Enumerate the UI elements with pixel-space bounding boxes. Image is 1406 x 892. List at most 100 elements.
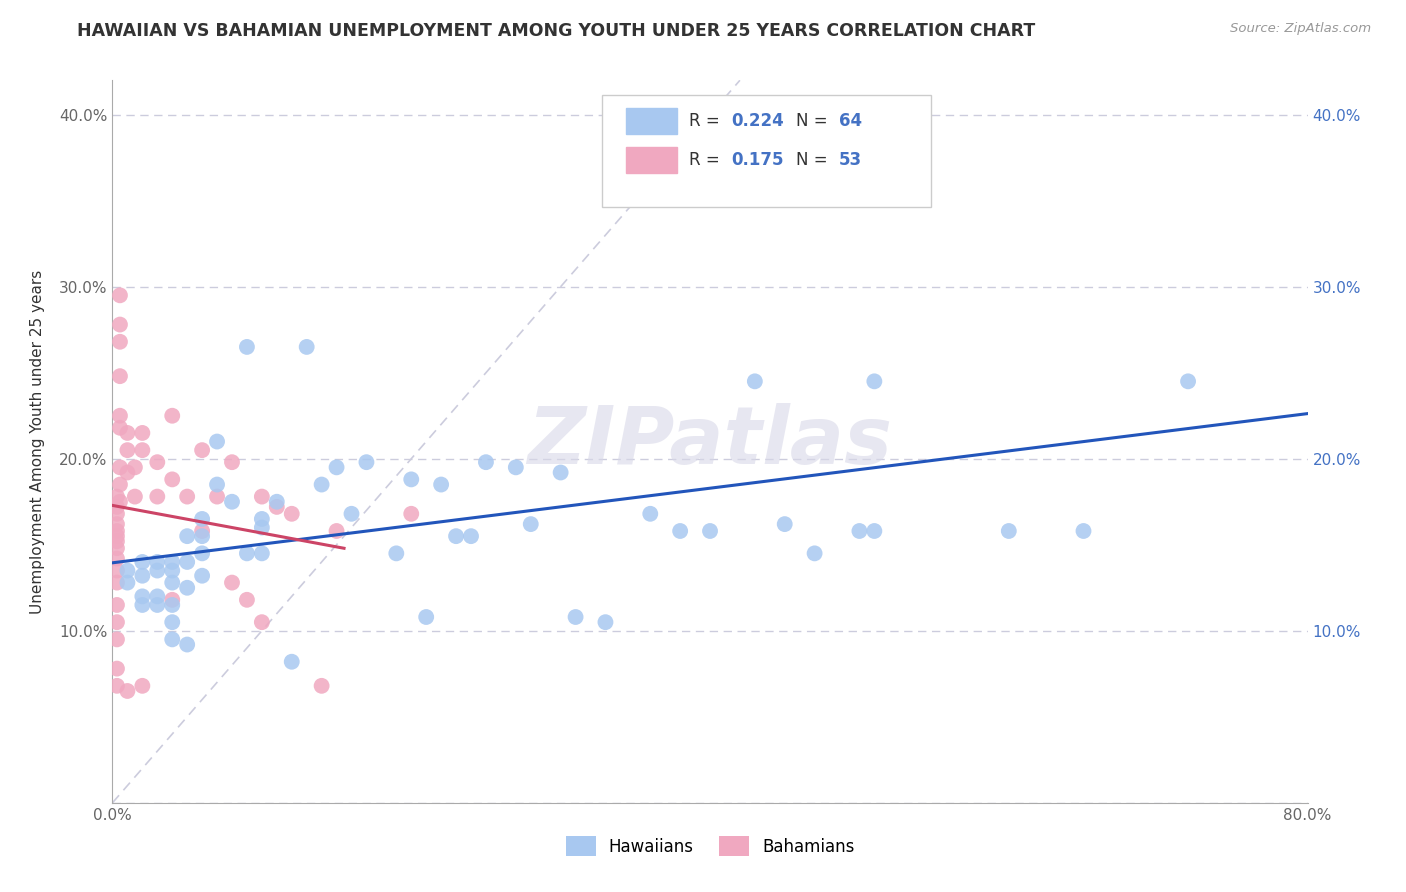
Point	[108, 334, 131, 349]
Point	[205, 434, 228, 449]
Point	[998, 524, 1021, 538]
Point	[415, 610, 437, 624]
Point	[146, 590, 169, 604]
Point	[564, 610, 586, 624]
Point	[475, 455, 498, 469]
Text: HAWAIIAN VS BAHAMIAN UNEMPLOYMENT AMONG YOUTH UNDER 25 YEARS CORRELATION CHART: HAWAIIAN VS BAHAMIAN UNEMPLOYMENT AMONG …	[77, 22, 1036, 40]
Point	[385, 546, 408, 560]
Point	[162, 632, 183, 647]
Point	[191, 529, 214, 543]
Point	[117, 425, 139, 440]
Point	[105, 507, 128, 521]
Point	[744, 375, 766, 389]
Point	[803, 546, 825, 560]
Point	[131, 555, 153, 569]
Point	[669, 524, 692, 538]
Point	[595, 615, 617, 630]
Point	[176, 490, 198, 504]
Point	[105, 529, 128, 543]
Point	[105, 662, 128, 676]
Text: 64: 64	[839, 112, 862, 130]
Point	[311, 679, 333, 693]
Point	[863, 375, 886, 389]
Point	[176, 555, 198, 569]
Point	[117, 443, 139, 458]
Point	[205, 477, 228, 491]
Text: 0.175: 0.175	[731, 152, 785, 169]
Point	[520, 517, 543, 532]
Point	[124, 460, 146, 475]
Point	[124, 490, 146, 504]
Text: 53: 53	[839, 152, 862, 169]
Point	[108, 421, 131, 435]
Point	[162, 575, 183, 590]
Point	[401, 472, 423, 486]
Point	[236, 340, 259, 354]
Text: ZIPatlas: ZIPatlas	[527, 402, 893, 481]
Point	[401, 507, 423, 521]
Point	[105, 598, 128, 612]
Point	[146, 490, 169, 504]
Point	[117, 466, 139, 480]
Point	[108, 318, 131, 332]
Point	[131, 598, 153, 612]
Point	[191, 443, 214, 458]
Point	[266, 494, 288, 508]
Point	[176, 581, 198, 595]
Point	[146, 598, 169, 612]
Legend: Hawaiians, Bahamians: Hawaiians, Bahamians	[558, 830, 862, 863]
Point	[505, 460, 527, 475]
Point	[205, 490, 228, 504]
Point	[250, 615, 273, 630]
FancyBboxPatch shape	[603, 95, 931, 207]
Point	[108, 494, 131, 508]
Point	[236, 592, 259, 607]
Point	[105, 679, 128, 693]
Point	[162, 592, 183, 607]
Point	[131, 425, 153, 440]
Point	[162, 598, 183, 612]
FancyBboxPatch shape	[627, 147, 676, 173]
Point	[146, 455, 169, 469]
Point	[281, 507, 304, 521]
Point	[863, 524, 886, 538]
Point	[162, 409, 183, 423]
Point	[460, 529, 482, 543]
Point	[105, 615, 128, 630]
Text: Source: ZipAtlas.com: Source: ZipAtlas.com	[1230, 22, 1371, 36]
Point	[191, 568, 214, 582]
Point	[191, 546, 214, 560]
Point	[818, 180, 841, 194]
Point	[146, 564, 169, 578]
Point	[105, 551, 128, 566]
Point	[640, 507, 662, 521]
Text: N =: N =	[796, 112, 832, 130]
Point	[325, 460, 347, 475]
Point	[131, 568, 153, 582]
Point	[162, 615, 183, 630]
Point	[221, 494, 243, 508]
Point	[162, 555, 183, 569]
Point	[108, 460, 131, 475]
Point	[131, 443, 153, 458]
Point	[444, 529, 467, 543]
Point	[550, 466, 572, 480]
Point	[105, 534, 128, 549]
FancyBboxPatch shape	[627, 109, 676, 135]
Point	[221, 575, 243, 590]
Point	[699, 524, 721, 538]
Point	[162, 472, 183, 486]
Point	[430, 477, 453, 491]
Point	[1177, 375, 1199, 389]
Point	[117, 564, 139, 578]
Point	[221, 455, 243, 469]
Point	[162, 564, 183, 578]
Point	[325, 524, 347, 538]
Point	[131, 590, 153, 604]
Point	[250, 546, 273, 560]
Point	[250, 490, 273, 504]
Point	[105, 500, 128, 514]
Point	[108, 369, 131, 384]
Point	[191, 512, 214, 526]
Point	[131, 679, 153, 693]
